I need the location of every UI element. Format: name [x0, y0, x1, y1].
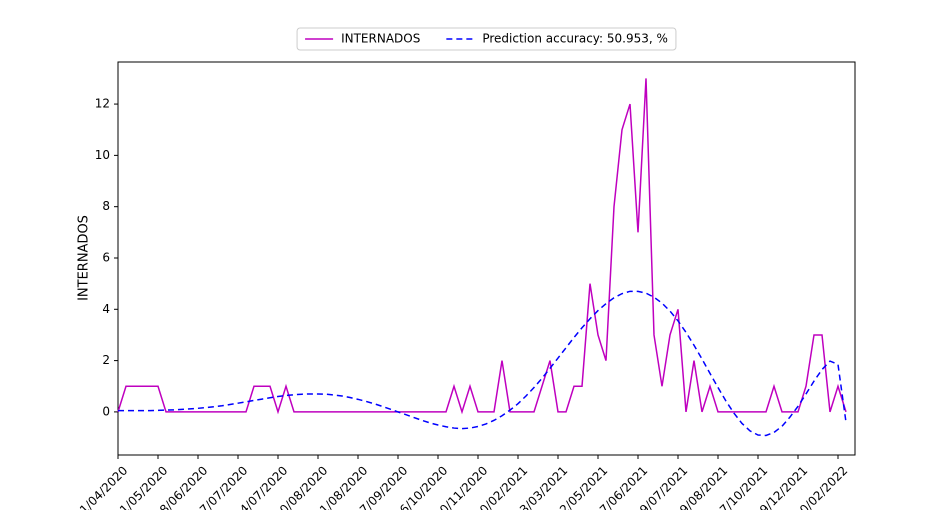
legend: INTERNADOS Prediction accuracy: 50.953, % [296, 27, 677, 51]
plot-frame [117, 61, 856, 456]
y-tick-label: 8 [102, 199, 110, 213]
y-axis-label: INTERNADOS [77, 215, 92, 301]
y-tick-label: 12 [95, 97, 110, 111]
legend-label: Prediction accuracy: 50.953, % [482, 32, 668, 46]
y-tick-label: 2 [102, 353, 110, 367]
legend-label: INTERNADOS [341, 32, 420, 46]
y-tick-label: 4 [102, 302, 110, 316]
data-line [118, 290, 847, 437]
y-tick-label: 6 [102, 250, 110, 264]
y-tick-label: 10 [95, 148, 110, 162]
legend-frame [296, 27, 677, 51]
y-tick-label: 0 [102, 404, 110, 418]
data-line [117, 78, 847, 415]
